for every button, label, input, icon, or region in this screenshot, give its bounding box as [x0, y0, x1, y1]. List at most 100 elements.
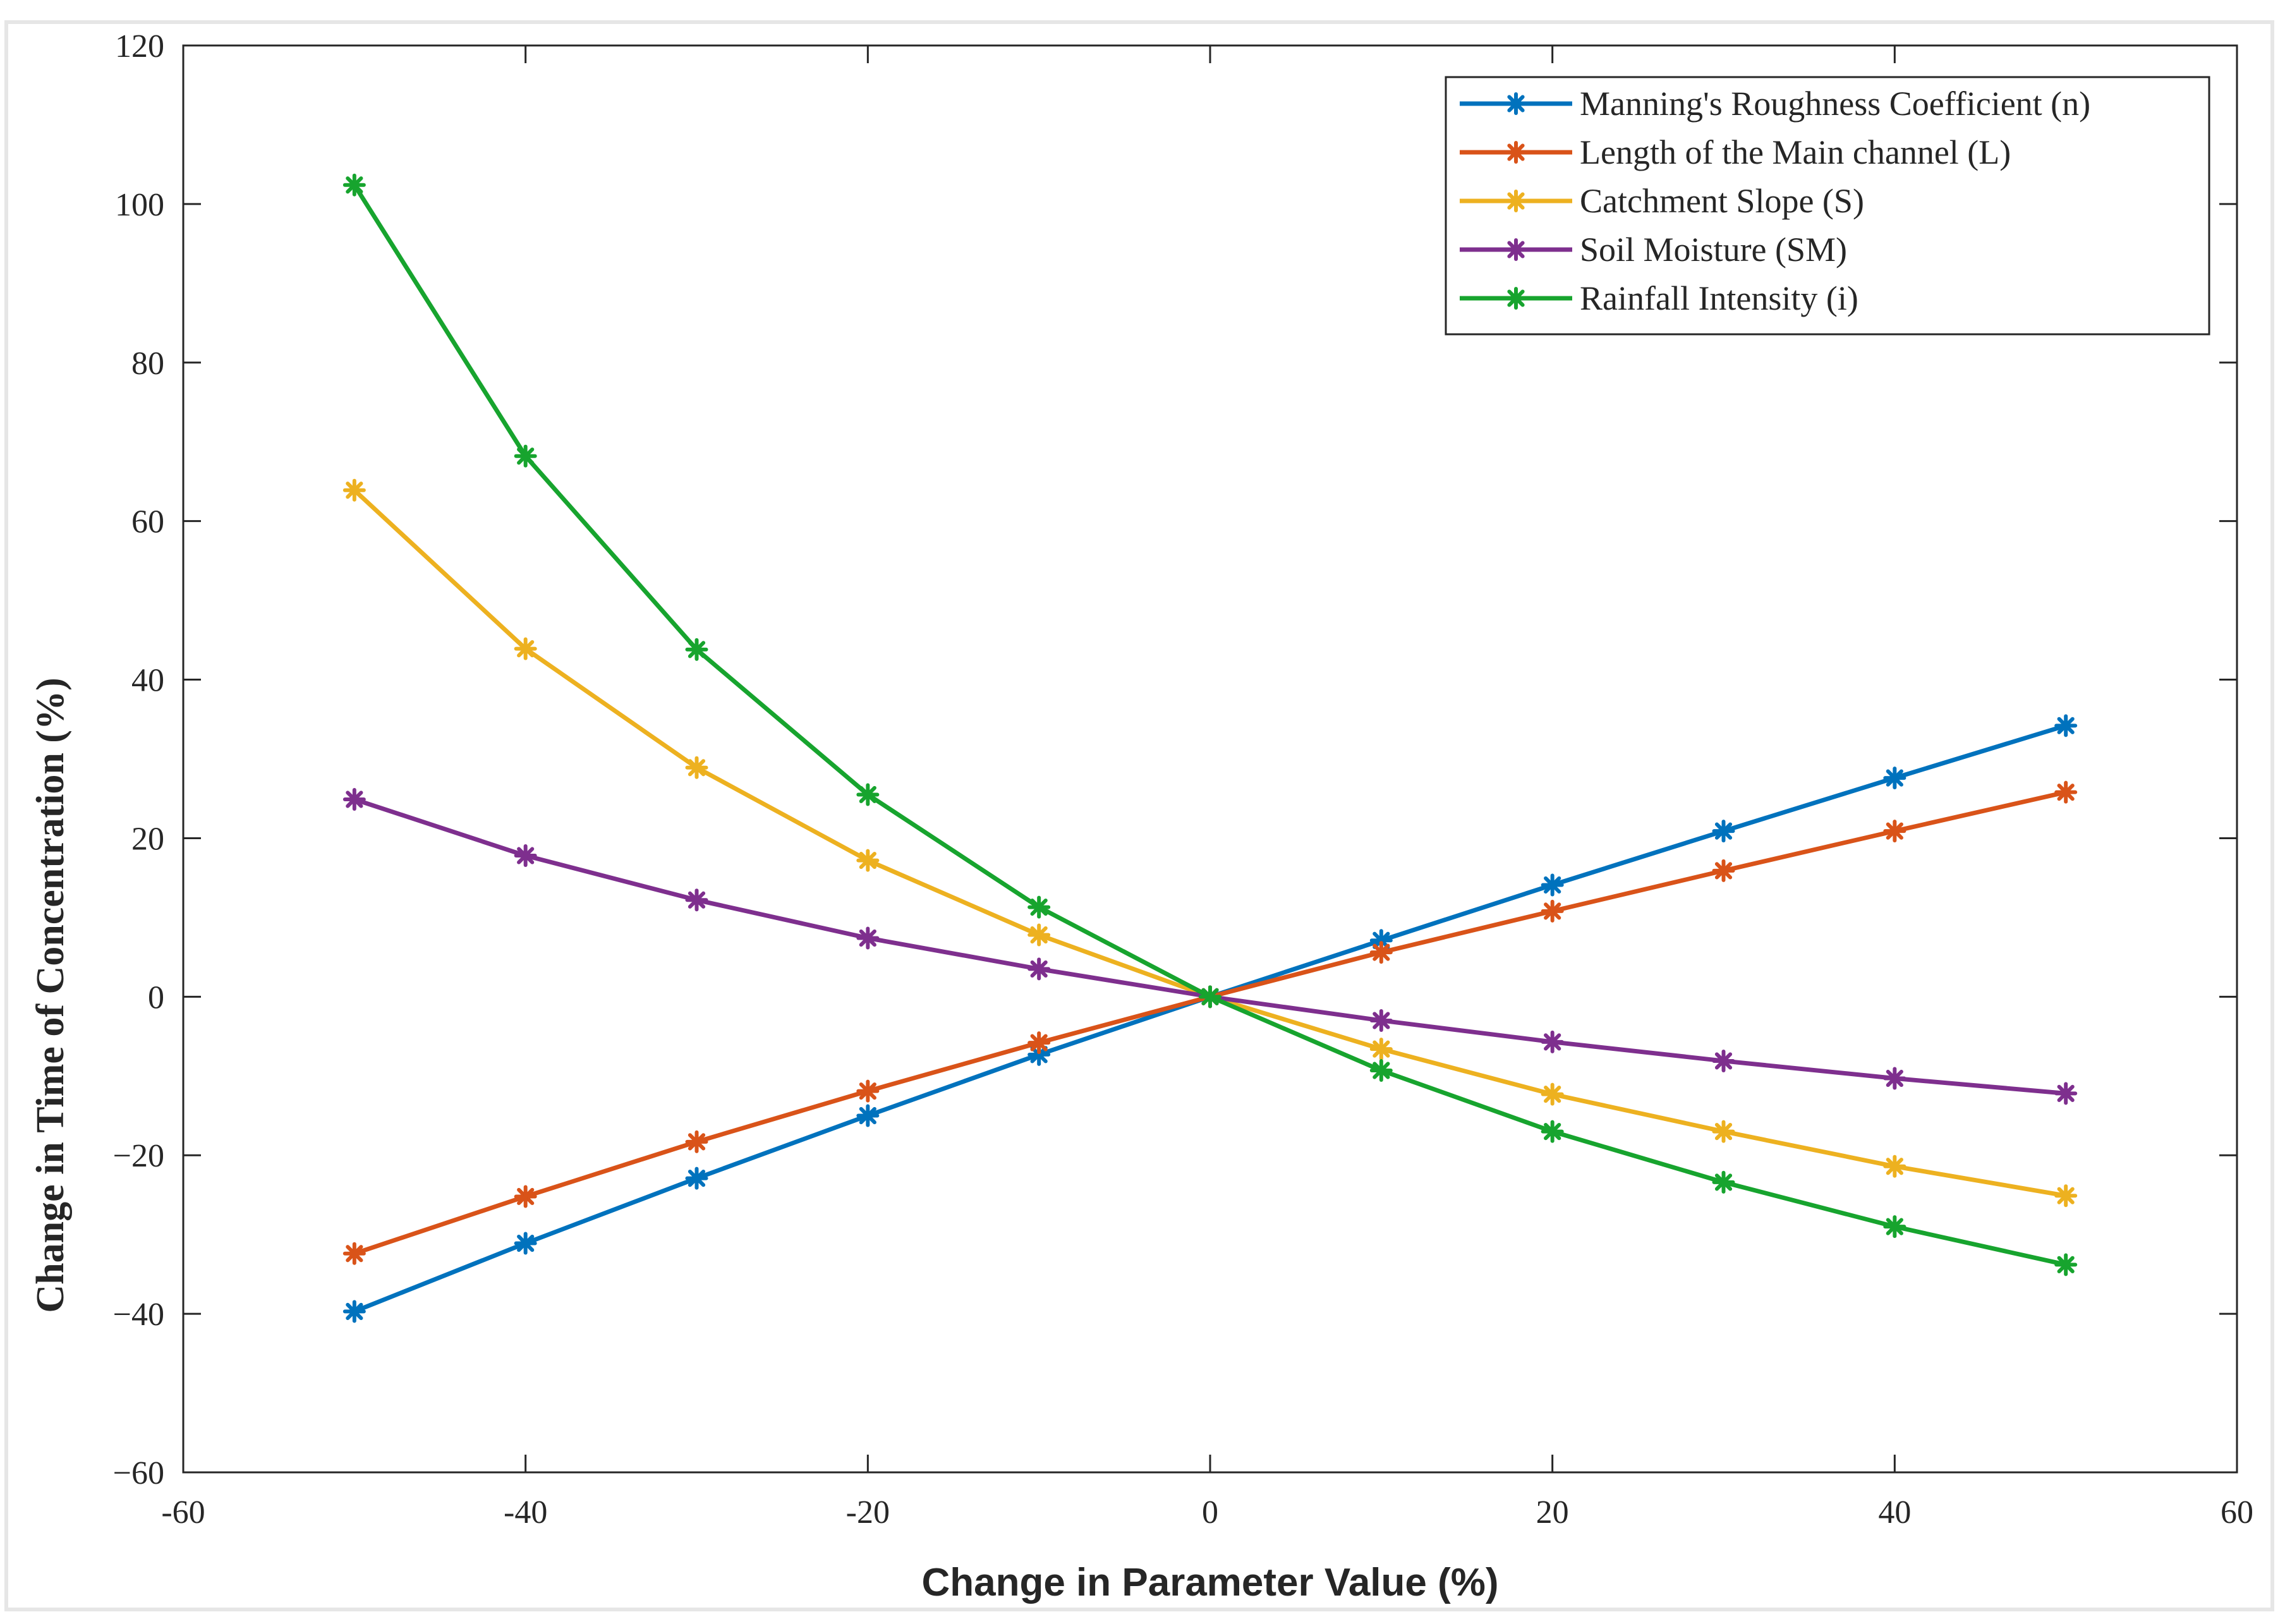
marker-stroke — [1373, 931, 1390, 949]
legend-entry: Length of the Main channel (L) — [1460, 133, 2011, 171]
marker-stroke — [1373, 1012, 1390, 1029]
data-point-marker — [1505, 92, 1527, 115]
x-tick-label: -40 — [504, 1494, 547, 1530]
marker-stroke — [346, 482, 363, 499]
legend-label: Manning's Roughness Coefficient (n) — [1580, 85, 2090, 123]
data-point-marker — [342, 478, 366, 502]
figure-border — [4, 20, 2274, 1611]
marker-stroke — [1544, 1122, 1561, 1141]
data-point-marker — [1369, 1009, 1393, 1032]
data-point-marker — [1369, 941, 1393, 964]
marker-stroke — [1030, 898, 1048, 916]
x-tick-label: 0 — [1202, 1494, 1218, 1530]
marker-stroke — [1544, 1033, 1561, 1051]
marker-stroke — [517, 1234, 535, 1252]
marker-stroke — [688, 1133, 706, 1151]
data-point-marker — [1027, 923, 1051, 947]
marker-stroke — [1886, 769, 1903, 787]
data-point-marker — [1712, 1049, 1735, 1072]
marker-stroke — [1507, 95, 1525, 112]
marker-stroke — [346, 1302, 363, 1320]
data-point-marker — [342, 1242, 366, 1265]
y-tick-label: 0 — [148, 979, 164, 1015]
data-point-marker — [1027, 1031, 1051, 1055]
legend-label: Length of the Main channel (L) — [1580, 133, 2011, 171]
marker-stroke — [1030, 1034, 1048, 1051]
data-point-marker — [1505, 287, 1527, 310]
marker-stroke — [1886, 1218, 1903, 1235]
marker-stroke — [1373, 1062, 1390, 1079]
data-point-marker — [1027, 957, 1051, 981]
marker-stroke — [1544, 902, 1561, 920]
marker-stroke — [2057, 1084, 2075, 1102]
data-point-marker — [514, 1185, 537, 1208]
marker-stroke — [1714, 1052, 1733, 1070]
x-tick-label: -20 — [846, 1494, 890, 1530]
marker-stroke — [688, 891, 706, 909]
legend-label: Rainfall Intensity (i) — [1580, 279, 1858, 317]
data-point-marker — [1883, 1154, 1906, 1178]
x-axis-title: Change in Parameter Value (%) — [921, 1561, 1498, 1604]
marker-stroke — [1373, 943, 1390, 961]
data-point-marker — [2054, 1184, 2078, 1208]
data-point-marker — [2054, 780, 2078, 804]
marker-stroke — [1507, 192, 1525, 210]
marker-stroke — [346, 1245, 363, 1263]
marker-stroke — [1507, 143, 1525, 161]
y-tick-label: −40 — [113, 1297, 164, 1333]
data-point-marker — [1505, 141, 1527, 164]
marker-stroke — [1030, 960, 1048, 978]
data-point-marker — [1883, 1215, 1906, 1239]
y-tick-label: −20 — [113, 1138, 164, 1174]
marker-stroke — [517, 640, 535, 658]
legend-entry: Catchment Slope (S) — [1460, 182, 1864, 220]
data-point-marker — [1712, 1120, 1735, 1143]
data-point-marker — [856, 849, 880, 872]
y-axis-title: Change in Time of Concentration (%) — [29, 677, 72, 1312]
y-tick-label: 80 — [131, 346, 164, 382]
y-tick-label: 60 — [131, 504, 164, 540]
marker-stroke — [688, 641, 706, 658]
legend-entry: Manning's Roughness Coefficient (n) — [1460, 85, 2090, 123]
marker-stroke — [859, 1106, 876, 1125]
data-point-marker — [1541, 1030, 1564, 1053]
marker-stroke — [2057, 1256, 2075, 1273]
marker-stroke — [1373, 1040, 1390, 1058]
y-tick-label: 20 — [131, 821, 164, 857]
data-point-marker — [685, 1166, 708, 1190]
data-point-marker — [1712, 820, 1735, 843]
data-point-marker — [514, 444, 537, 468]
data-point-marker — [1712, 1170, 1735, 1194]
y-tick-label: 120 — [115, 28, 164, 64]
marker-stroke — [2057, 1187, 2075, 1204]
marker-stroke — [859, 1082, 876, 1100]
data-point-marker — [856, 1079, 880, 1103]
data-point-marker — [1541, 1120, 1564, 1143]
x-tick-label: 40 — [1878, 1494, 1911, 1530]
data-point-marker — [514, 637, 537, 660]
data-point-marker — [1541, 899, 1564, 923]
data-point-marker — [514, 844, 537, 868]
data-point-marker — [2054, 714, 2078, 737]
x-tick-label: 20 — [1536, 1494, 1569, 1530]
marker-stroke — [1714, 822, 1733, 840]
marker-stroke — [1030, 1046, 1048, 1063]
marker-stroke — [517, 847, 535, 864]
data-point-marker — [685, 1130, 708, 1153]
data-point-marker — [1712, 859, 1735, 882]
legend-label: Catchment Slope (S) — [1580, 182, 1864, 220]
marker-stroke — [1544, 1086, 1561, 1103]
x-tick-label: -60 — [161, 1494, 205, 1530]
data-point-marker — [514, 1232, 537, 1255]
marker-stroke — [1714, 1173, 1733, 1191]
data-point-marker — [685, 638, 708, 661]
marker-stroke — [1886, 1158, 1903, 1175]
data-point-marker — [856, 926, 880, 950]
marker-stroke — [688, 1169, 706, 1187]
marker-stroke — [1714, 862, 1733, 880]
marker-stroke — [1544, 876, 1561, 894]
y-tick-label: 100 — [115, 187, 164, 223]
data-point-marker — [2054, 1253, 2078, 1276]
